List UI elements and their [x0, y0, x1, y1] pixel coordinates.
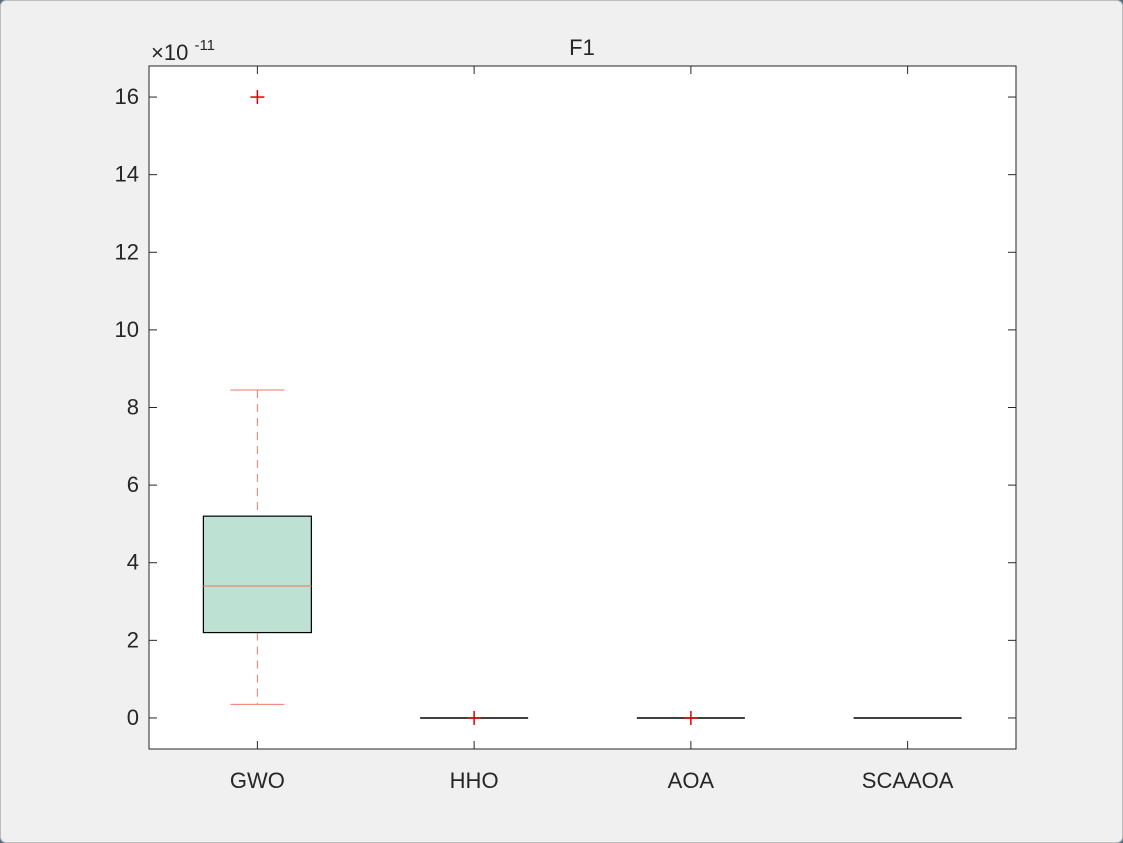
x-tick-label: HHO — [450, 768, 499, 793]
outlier-marker — [467, 710, 482, 725]
outlier-marker — [250, 90, 265, 105]
iqr-box — [202, 515, 312, 634]
y-tick-label: 16 — [115, 84, 139, 109]
y-tick-label: 8 — [127, 395, 139, 420]
boxes — [202, 90, 962, 725]
chart-title: F1 — [569, 35, 595, 60]
y-tick-label: 12 — [115, 239, 139, 264]
y-tick-label: 10 — [115, 317, 139, 342]
y-tick-label: 14 — [115, 162, 139, 187]
x-tick-label: SCAAOA — [862, 768, 954, 793]
y-tick-label: 6 — [127, 472, 139, 497]
y-multiplier-base: ×10 — [151, 40, 188, 65]
y-multiplier-exponent: -11 — [194, 37, 215, 54]
y-tick-label: 0 — [127, 705, 139, 730]
y-tick-label: 4 — [127, 550, 139, 575]
outlier-marker — [683, 710, 698, 725]
y-tick-label: 2 — [127, 627, 139, 652]
axes-frame — [148, 65, 1017, 750]
x-tick-label: AOA — [668, 768, 715, 793]
x-tick-labels: GWO HHO AOA SCAAOA — [230, 66, 954, 793]
box-gwo — [202, 90, 312, 705]
box-aoa — [636, 710, 745, 725]
axes-background — [149, 66, 1016, 749]
y-ticks: 0 2 4 6 8 10 12 14 16 — [115, 84, 1016, 730]
box-hho — [420, 710, 529, 725]
y-multiplier: ×10 -11 — [151, 37, 215, 65]
x-tick-label: GWO — [230, 768, 285, 793]
